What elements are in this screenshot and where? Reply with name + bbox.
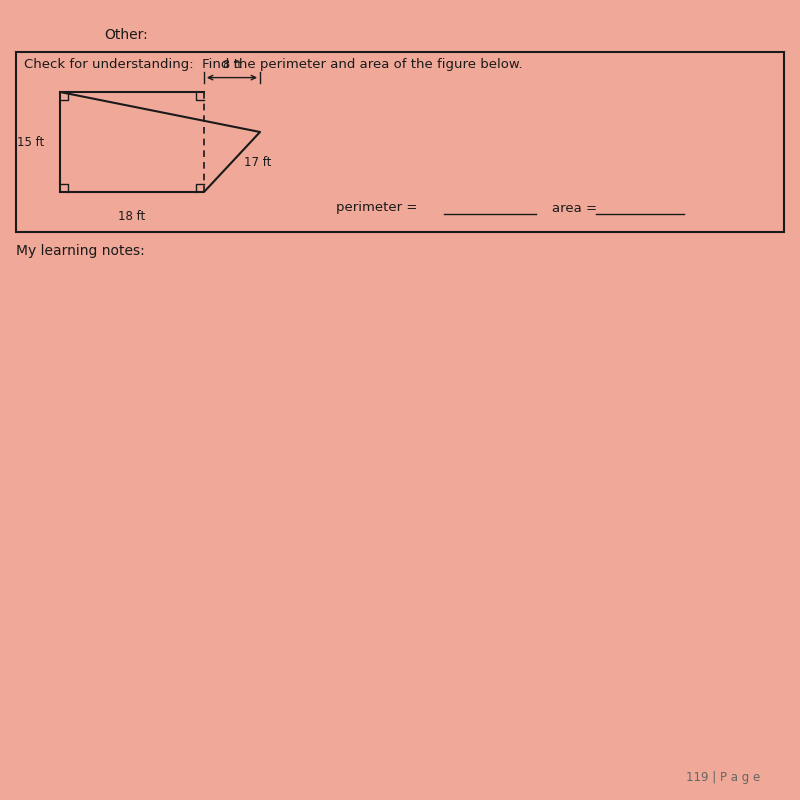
Text: 18 ft: 18 ft bbox=[118, 210, 146, 222]
Text: 8 ft: 8 ft bbox=[222, 60, 242, 70]
Text: 119 | P a g e: 119 | P a g e bbox=[686, 771, 760, 784]
Text: Check for understanding:  Find the perimeter and area of the figure below.: Check for understanding: Find the perime… bbox=[24, 58, 522, 71]
Text: perimeter =: perimeter = bbox=[336, 202, 418, 214]
Bar bbox=[16, 52, 784, 232]
Text: 17 ft: 17 ft bbox=[244, 155, 271, 169]
Text: 15 ft: 15 ft bbox=[17, 135, 44, 149]
Text: My learning notes:: My learning notes: bbox=[16, 244, 145, 258]
Text: Other:: Other: bbox=[104, 28, 148, 42]
Text: area =: area = bbox=[552, 202, 597, 214]
